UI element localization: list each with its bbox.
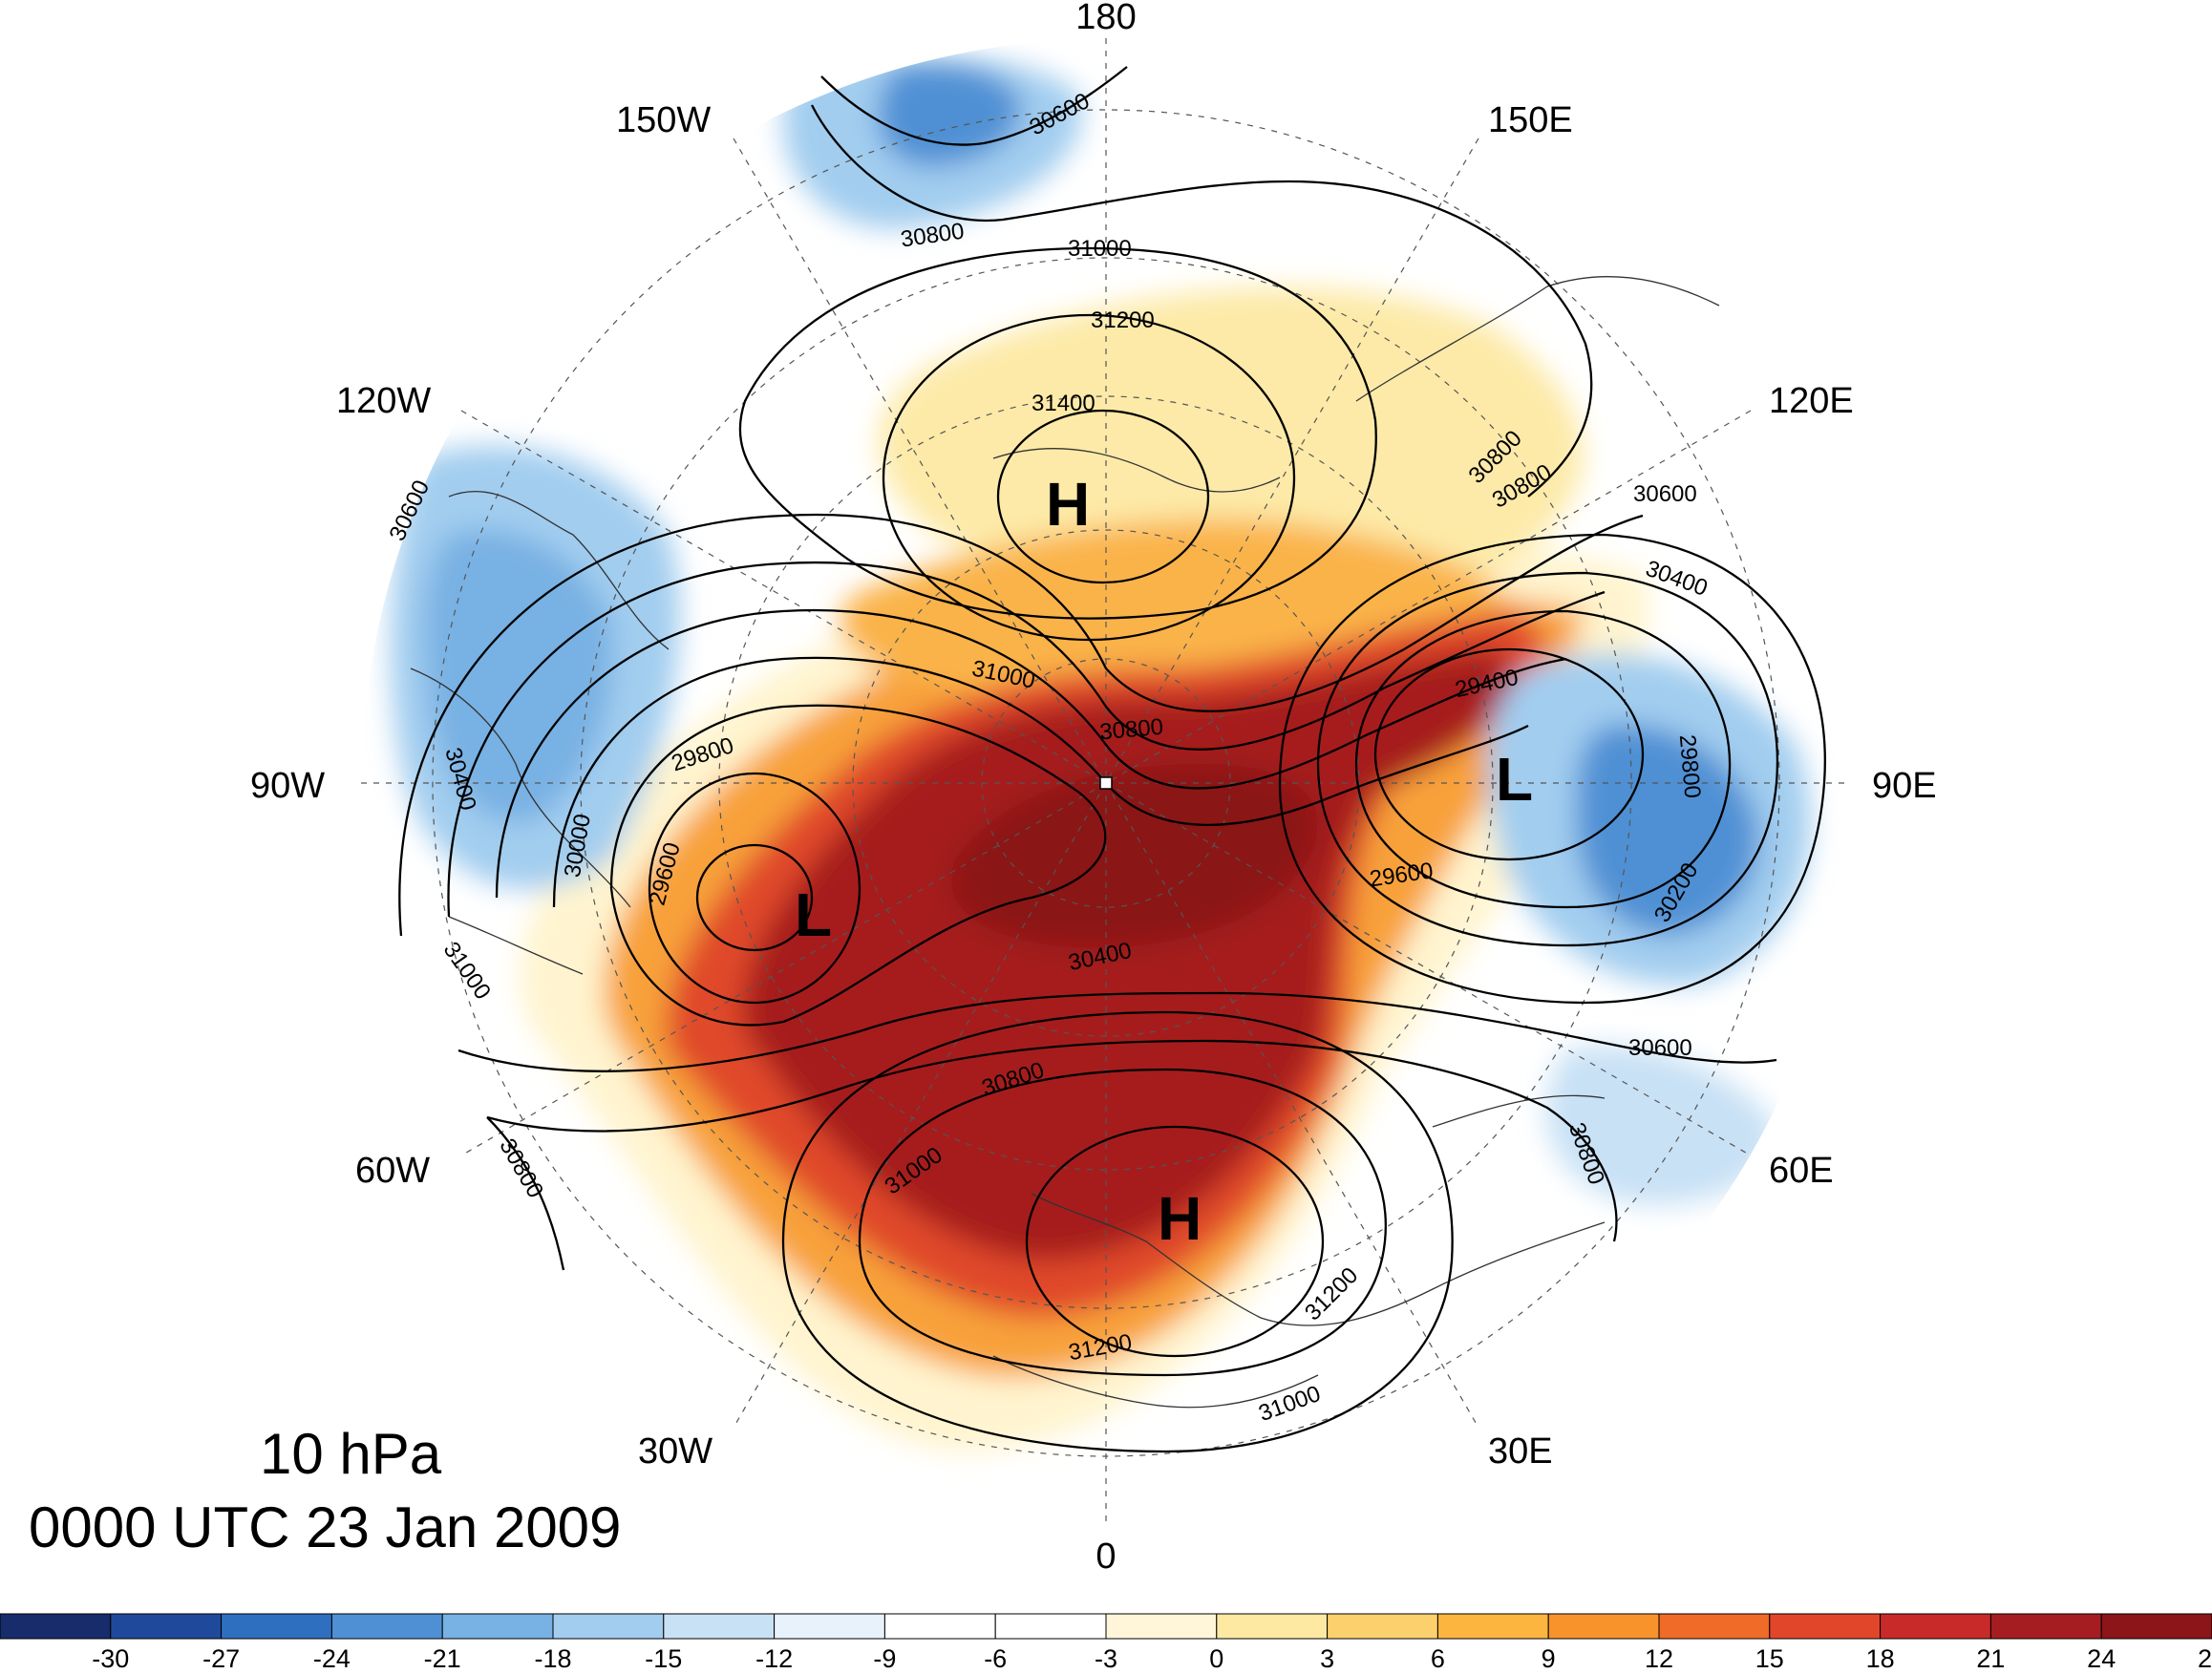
lon-label-150e: 150E — [1488, 100, 1573, 140]
contour-label: 31000 — [1068, 236, 1132, 262]
colorbar-tick-label: -12 — [755, 1644, 793, 1673]
colorbar-tick-label: 6 — [1431, 1644, 1445, 1673]
colorbar-box — [552, 1613, 665, 1640]
colorbar-box — [1658, 1613, 1771, 1640]
contour-label: 31200 — [1300, 1262, 1363, 1325]
coastlines — [410, 275, 1720, 1409]
colorbar-tick-label: -18 — [534, 1644, 571, 1673]
pressure-centers: H H L L — [795, 470, 1533, 1253]
colorbar-box — [110, 1613, 223, 1640]
north-pole-marker — [1099, 776, 1113, 790]
colorbar-box — [1547, 1613, 1660, 1640]
colorbar-box — [994, 1613, 1107, 1640]
valid-time-title: 0000 UTC 23 Jan 2009 — [29, 1495, 622, 1559]
colorbar-tick-labels: -30 -27 -24 -21 -18 -15 -12 -9 -6 -3 0 3 6 9 12 15 18 21 2… — [92, 1644, 2212, 1673]
colorbar-tick-label: -6 — [984, 1644, 1007, 1673]
contour-label: 29800 — [1674, 733, 1706, 799]
low-center-canada: L — [795, 880, 832, 949]
lon-label-60e: 60E — [1769, 1151, 1834, 1191]
colorbar-tick-label: -15 — [645, 1644, 682, 1673]
colorbar-box — [330, 1613, 443, 1640]
contour-label: 30800 — [1098, 714, 1164, 746]
contour-label: 30600 — [1633, 481, 1697, 507]
lon-label-0: 0 — [1095, 1536, 1116, 1577]
lon-label-90w: 90W — [250, 766, 325, 806]
lon-label-30e: 30E — [1488, 1431, 1553, 1472]
colorbar-box — [1216, 1613, 1329, 1640]
colorbar-tick-label: 27 — [2198, 1644, 2212, 1673]
colorbar-box — [2100, 1613, 2212, 1640]
lon-label-120w: 120W — [336, 381, 431, 421]
lon-label-30w: 30W — [638, 1431, 713, 1472]
colorbar-tick-label: -3 — [1095, 1644, 1117, 1673]
colorbar-box — [774, 1613, 885, 1640]
lon-label-150w: 150W — [616, 100, 711, 140]
colorbar-tick-label: 0 — [1209, 1644, 1223, 1673]
low-center-siberia: L — [1496, 745, 1533, 814]
colorbar-box — [1436, 1613, 1549, 1640]
colorbar-box — [1105, 1613, 1218, 1640]
colorbar-tick-label: 15 — [1755, 1644, 1784, 1673]
temperature-anomaly-shading — [390, 54, 1811, 1452]
colorbar-box — [221, 1613, 332, 1640]
colorbar-box — [1327, 1613, 1438, 1640]
colorbar-tick-label: -24 — [313, 1644, 351, 1673]
colorbar-box — [663, 1613, 776, 1640]
colorbar-tick-label: -27 — [202, 1644, 240, 1673]
colorbar-box — [1989, 1613, 2102, 1640]
colorbar-tick-label: 24 — [2087, 1644, 2116, 1673]
colorbar-boxes — [0, 1613, 2212, 1640]
colorbar-tick-label: -9 — [873, 1644, 896, 1673]
contour-label: 31400 — [1032, 391, 1095, 416]
colorbar: -30 -27 -24 -21 -18 -15 -12 -9 -6 -3 0 3 6 9 12 15 18 21 2… — [0, 1613, 2212, 1673]
colorbar-box — [0, 1613, 112, 1640]
high-center-europe: H — [1158, 1184, 1202, 1253]
height-contours — [398, 66, 1826, 1453]
longitude-labels: 180 150E 120E 90E 60E 30E 0 30W 60W 90W … — [250, 0, 1937, 1577]
lon-label-180: 180 — [1075, 0, 1136, 37]
high-center-pacific: H — [1046, 470, 1090, 539]
colorbar-tick-label: 21 — [1976, 1644, 2005, 1673]
contour-label: 30600 — [1628, 1035, 1692, 1061]
colorbar-tick-label: 9 — [1542, 1644, 1556, 1673]
colorbar-box — [441, 1613, 554, 1640]
contour-label: 31200 — [1091, 307, 1155, 333]
lon-label-90e: 90E — [1872, 766, 1937, 806]
colorbar-tick-label: -21 — [424, 1644, 461, 1673]
colorbar-tick-label: 18 — [1866, 1644, 1895, 1673]
colorbar-tick-label: 12 — [1645, 1644, 1673, 1673]
colorbar-box — [1880, 1613, 1991, 1640]
lon-label-120e: 120E — [1769, 381, 1854, 421]
lon-label-60w: 60W — [355, 1151, 430, 1191]
colorbar-box — [883, 1613, 996, 1640]
colorbar-tick-label: -30 — [92, 1644, 129, 1673]
colorbar-tick-label: 3 — [1320, 1644, 1334, 1673]
colorbar-box — [1769, 1613, 1882, 1640]
contour-label: 30800 — [494, 1134, 548, 1202]
pressure-level-title: 10 hPa — [260, 1422, 442, 1486]
